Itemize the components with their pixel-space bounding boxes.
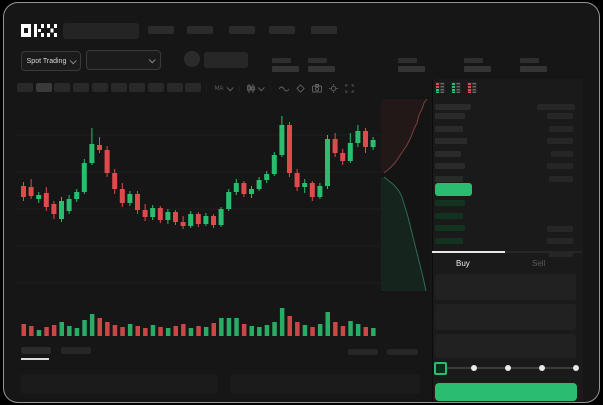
- account-button[interactable]: [204, 52, 248, 68]
- bid-price-placeholder[interactable]: [435, 237, 463, 244]
- market-mode-label: Spot Trading: [26, 57, 67, 65]
- bottom-tab-active[interactable]: [21, 347, 51, 354]
- timeframe-button[interactable]: [110, 83, 127, 92]
- bid-amount-placeholder[interactable]: [549, 250, 573, 257]
- buy-submit-button[interactable]: [435, 383, 577, 401]
- ticker-stat-label: [398, 58, 417, 63]
- slider-stop-dot[interactable]: [539, 365, 545, 371]
- timeframe-button[interactable]: [166, 83, 183, 92]
- chevron-down-icon: [70, 56, 78, 64]
- buy-tab-indicator: [432, 251, 505, 253]
- orderbook-col-header-amount: [537, 104, 575, 110]
- expand-icon[interactable]: [345, 84, 354, 93]
- indicator-select[interactable]: MA: [214, 84, 234, 92]
- chevron-down-icon: [148, 55, 156, 63]
- last-price-badge[interactable]: [435, 183, 472, 196]
- pencil-icon[interactable]: [295, 84, 305, 93]
- ask-price-placeholder[interactable]: [435, 150, 461, 157]
- bottom-tab-indicator: [21, 358, 49, 360]
- timeframe-button[interactable]: [147, 83, 164, 92]
- total-input[interactable]: [435, 334, 576, 358]
- slider-stop-dot[interactable]: [505, 365, 511, 371]
- tab-divider: [432, 251, 582, 253]
- market-mode-select[interactable]: Spot Trading: [21, 51, 81, 71]
- candlestick-chart[interactable]: [4, 3, 599, 402]
- avatar[interactable]: [184, 51, 200, 67]
- orderbook-asks-icon[interactable]: [467, 82, 477, 93]
- nav-item-placeholder-right[interactable]: [311, 26, 337, 34]
- orderbook-bids-icon[interactable]: [451, 82, 461, 93]
- amount-slider-handle[interactable]: [434, 362, 447, 375]
- bottom-tab[interactable]: [61, 347, 91, 354]
- ticker-stat-label: [520, 58, 539, 63]
- bid-amount-placeholder[interactable]: [547, 225, 573, 232]
- chevron-down-icon: [257, 84, 265, 92]
- ticker-stat-value: [398, 66, 425, 72]
- ask-amount-placeholder[interactable]: [547, 163, 573, 169]
- chart-range-label[interactable]: [348, 349, 378, 355]
- bid-price-placeholder[interactable]: [435, 225, 465, 231]
- price-input[interactable]: [435, 274, 576, 300]
- ticker-stat-label: [464, 58, 483, 63]
- chart-toolbar-icons: | MA | |: [206, 83, 354, 94]
- ask-price-placeholder[interactable]: [435, 175, 463, 182]
- line-style-icon[interactable]: [278, 85, 289, 93]
- ask-price-placeholder[interactable]: [435, 163, 465, 169]
- tab-sell[interactable]: Sell: [532, 259, 546, 268]
- bid-amount-placeholder[interactable]: [547, 238, 573, 244]
- ticker-stat-label: [308, 58, 327, 63]
- okx-logo: [21, 24, 57, 37]
- timeframe-button[interactable]: [73, 83, 90, 92]
- chart-range-label[interactable]: [387, 349, 418, 355]
- nav-item-placeholder[interactable]: [148, 26, 174, 34]
- timeframe-button[interactable]: [129, 83, 146, 92]
- chevron-down-icon: [226, 84, 234, 92]
- amount-input[interactable]: [435, 304, 576, 330]
- ask-price-placeholder[interactable]: [435, 138, 467, 144]
- ticker-stat-value: [464, 66, 491, 72]
- timeframe-button[interactable]: [185, 83, 202, 92]
- ticker-stat-value: [308, 66, 335, 72]
- ask-amount-placeholder[interactable]: [551, 150, 573, 157]
- ticker-stat-value: [520, 66, 547, 72]
- ticker-stat-value: [272, 66, 299, 72]
- orderbook-view-toggle: [435, 82, 477, 93]
- orderbook-combined-icon[interactable]: [435, 82, 445, 93]
- orderbook-col-header-price: [435, 104, 471, 110]
- slider-stop-dot[interactable]: [573, 365, 579, 371]
- ask-amount-placeholder[interactable]: [547, 113, 573, 119]
- ask-amount-placeholder[interactable]: [549, 175, 573, 182]
- chart-type-icon: [247, 84, 256, 93]
- ask-amount-placeholder[interactable]: [547, 138, 573, 144]
- gear-icon[interactable]: [328, 84, 338, 93]
- depth-preview-strip[interactable]: [381, 97, 429, 293]
- nav-item-placeholder[interactable]: [269, 26, 295, 34]
- tab-buy[interactable]: Buy: [456, 259, 470, 268]
- orders-table-placeholder[interactable]: [230, 374, 420, 394]
- app-window: Spot Trading | MA | |: [3, 2, 600, 403]
- pair-select[interactable]: [86, 50, 161, 70]
- slider-stop-dot[interactable]: [471, 365, 477, 371]
- orders-table-placeholder[interactable]: [21, 374, 218, 394]
- ask-price-placeholder[interactable]: [435, 113, 465, 119]
- indicator-label: MA: [214, 85, 224, 92]
- ask-price-placeholder[interactable]: [435, 125, 463, 132]
- bid-price-placeholder[interactable]: [435, 200, 465, 206]
- nav-item-placeholder[interactable]: [229, 26, 255, 34]
- chart-type-select[interactable]: [247, 84, 265, 93]
- search-input[interactable]: [63, 23, 139, 39]
- timeframe-button[interactable]: [54, 83, 71, 92]
- ticker-stat-label: [272, 58, 291, 63]
- timeframe-button[interactable]: [35, 83, 52, 92]
- nav-item-placeholder[interactable]: [187, 26, 213, 34]
- ask-amount-placeholder[interactable]: [549, 125, 573, 132]
- timeframe-button[interactable]: [17, 83, 33, 92]
- bid-price-placeholder[interactable]: [435, 212, 463, 219]
- timeframe-button[interactable]: [91, 83, 108, 92]
- camera-icon[interactable]: [311, 84, 322, 93]
